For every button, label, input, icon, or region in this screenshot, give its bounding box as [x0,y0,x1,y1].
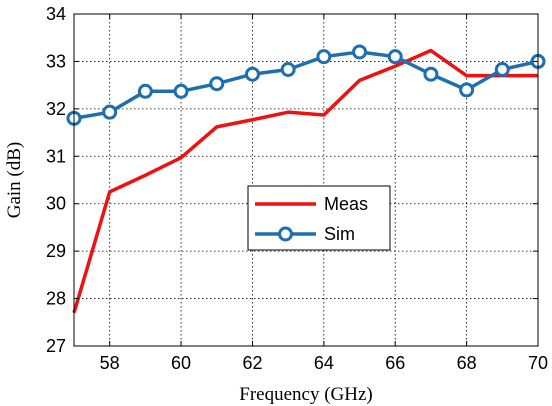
x-tick-label: 66 [385,353,405,373]
y-tick-label: 32 [46,99,66,119]
x-tick-label: 62 [242,353,262,373]
data-point-sim [173,83,189,99]
y-tick-label: 34 [46,4,66,24]
data-point-sim [387,49,403,65]
y-tick-label: 27 [46,336,66,356]
data-point-sim [494,61,510,77]
data-point-sim [423,66,439,82]
data-point-sim [316,49,332,65]
data-point-sim [244,66,260,82]
legend: Meas Sim [247,185,391,251]
legend-label-meas: Meas [324,194,368,214]
series-layer [66,44,546,314]
y-tick-label: 29 [46,241,66,261]
y-tick-label: 33 [46,51,66,71]
ticks [74,13,539,347]
y-axis-title: Gain (dB) [4,142,25,219]
series-line-meas [72,48,538,314]
legend-label-sim: Sim [324,224,355,244]
tick-labels: 58 60 62 64 66 68 70 27 28 29 30 31 32 33 34 [46,4,548,373]
x-tick-label: 70 [528,353,548,373]
data-point-sim [459,82,475,98]
x-tick-label: 64 [314,353,334,373]
legend-box [247,185,391,251]
data-point-sim [137,83,153,99]
y-tick-label: 31 [46,146,66,166]
y-tick-label: 28 [46,289,66,309]
x-tick-label: 58 [100,353,120,373]
x-tick-label: 68 [457,353,477,373]
x-axis-title: Frequency (GHz) [239,384,372,405]
data-point-sim [209,76,225,92]
data-point-sim [280,61,296,77]
plot-frame [73,13,539,347]
legend-marker-sim [278,226,293,242]
data-point-sim [102,104,118,120]
x-tick-label: 60 [171,353,191,373]
data-point-sim [352,44,368,60]
y-tick-label: 30 [46,194,66,214]
